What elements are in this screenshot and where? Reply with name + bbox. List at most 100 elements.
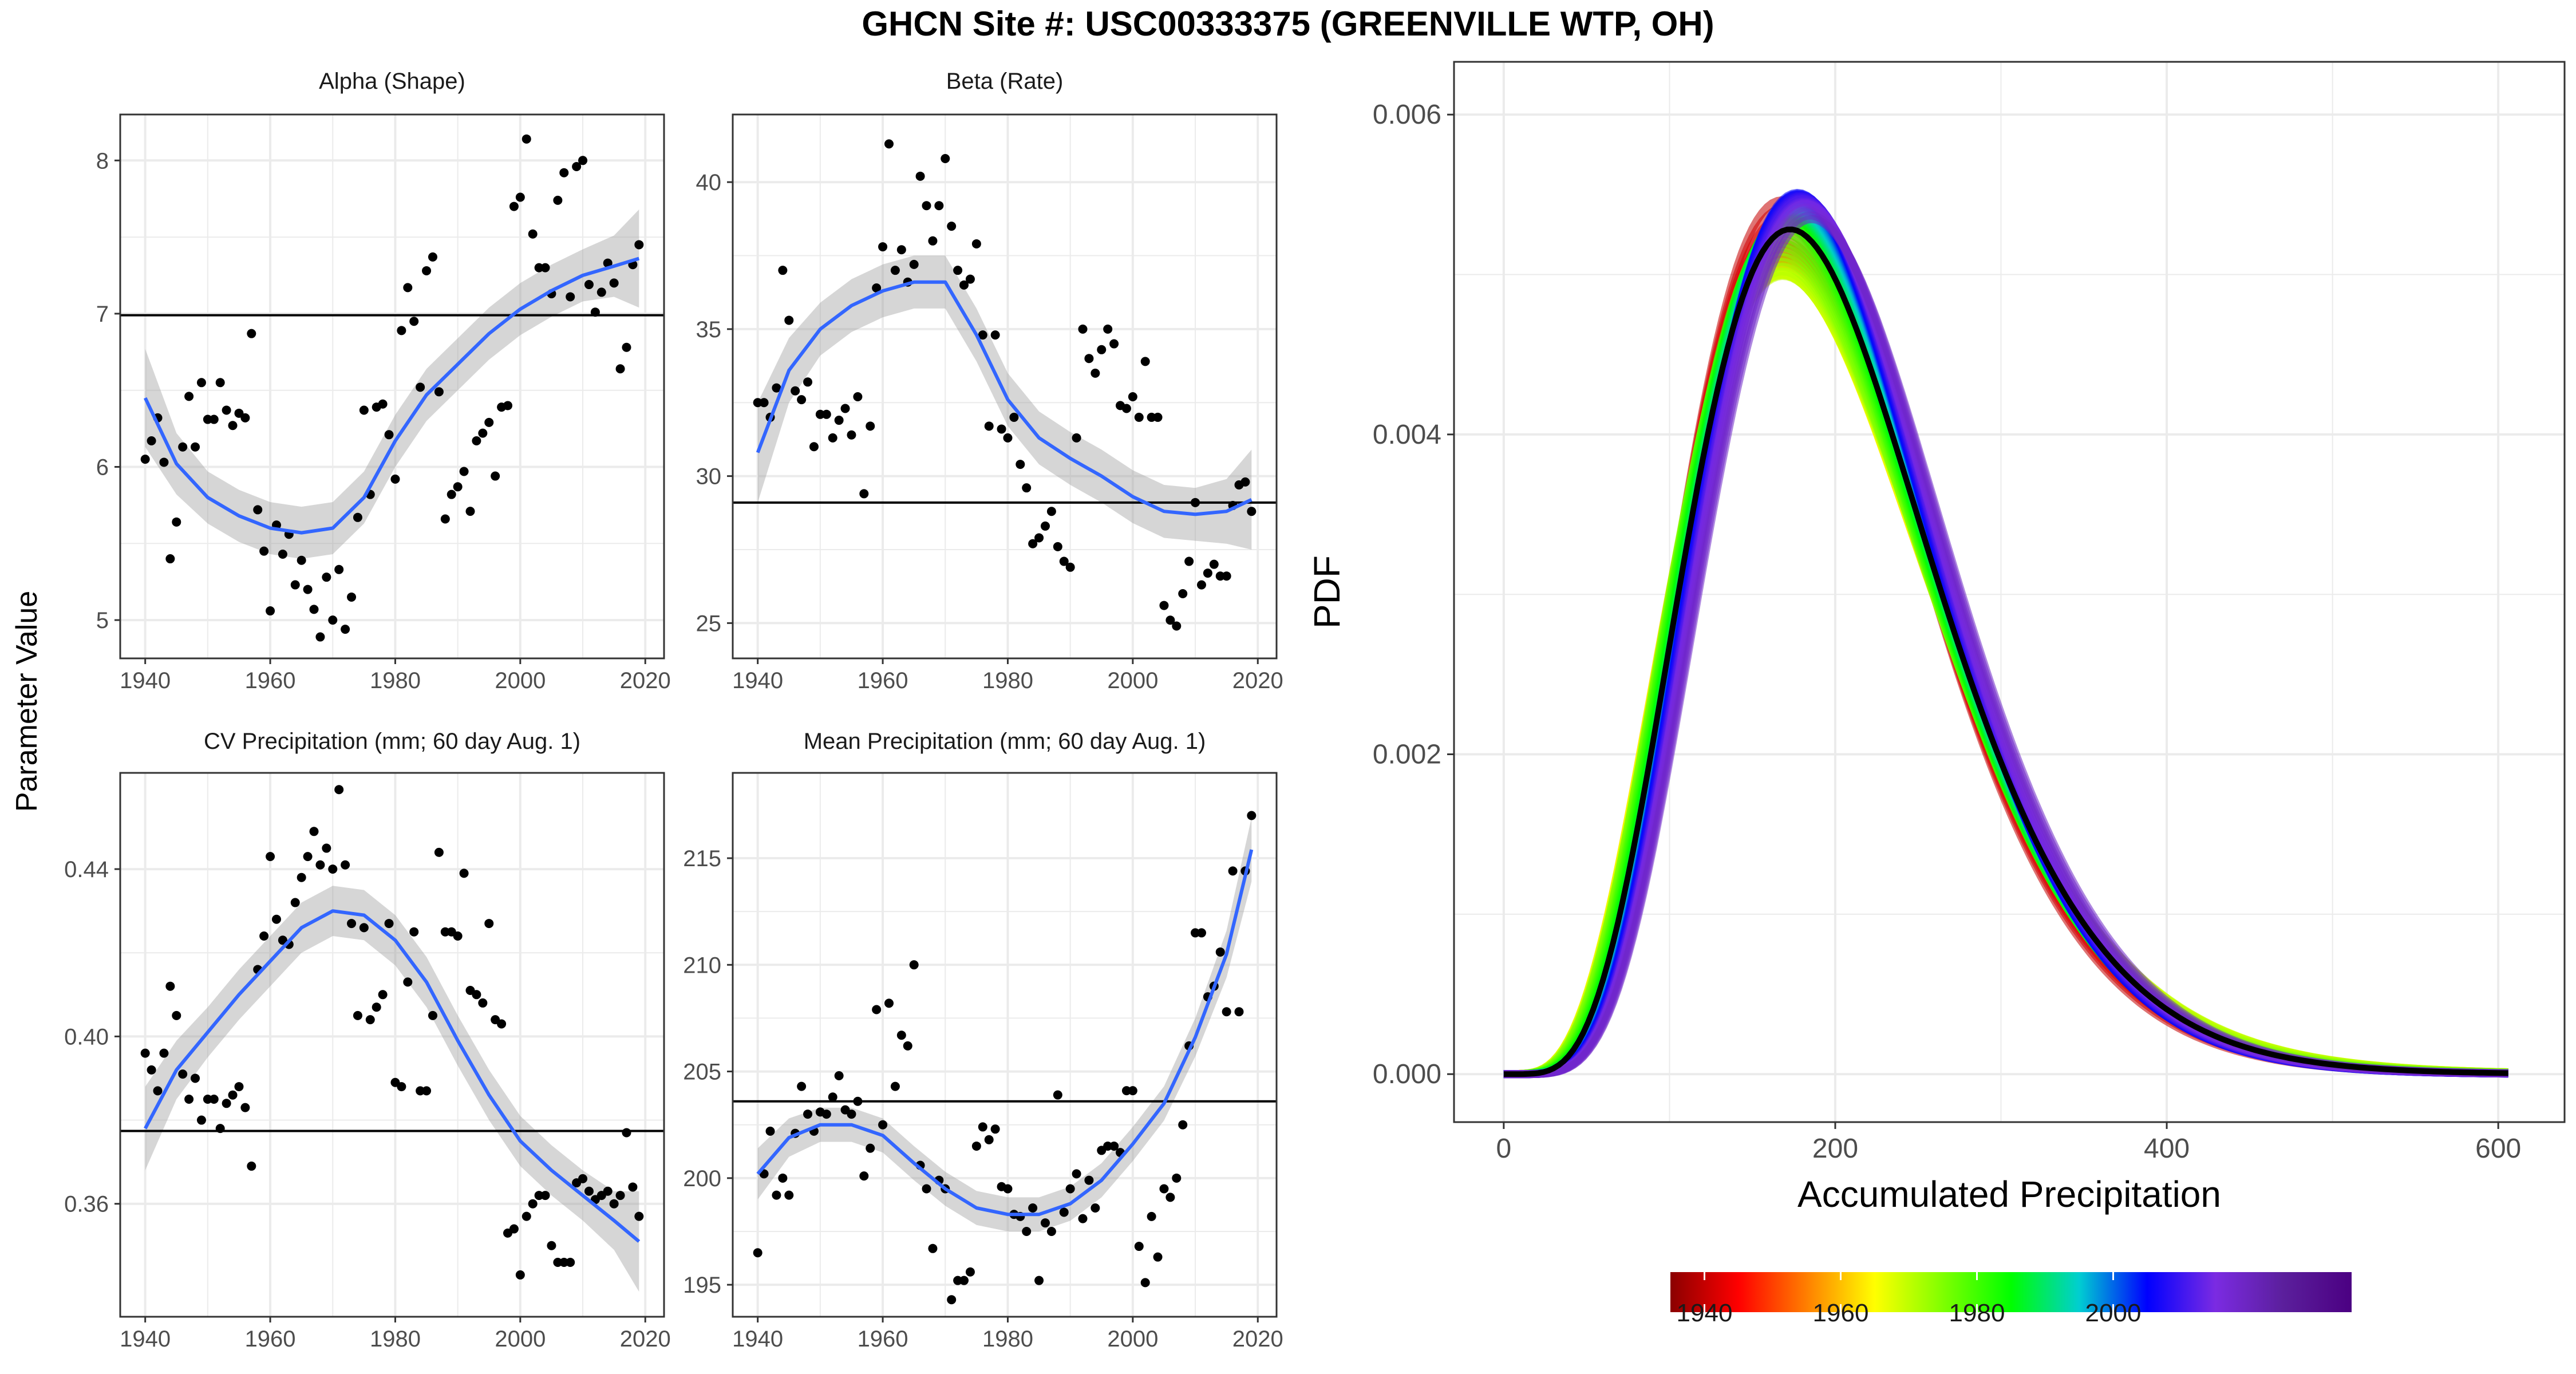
- data-point: [309, 605, 319, 614]
- data-point: [634, 240, 644, 250]
- data-point: [384, 430, 394, 440]
- figure-title: GHCN Site #: USC00333375 (GREENVILLE WTP…: [862, 5, 1714, 43]
- data-point: [384, 919, 394, 929]
- panel-border: [119, 113, 665, 660]
- x-tick-label: 1980: [982, 668, 1033, 693]
- data-point: [803, 377, 813, 387]
- data-point: [209, 414, 219, 424]
- panel-background: [120, 114, 664, 658]
- data-point: [1078, 324, 1088, 334]
- data-point: [909, 259, 919, 269]
- data-point: [866, 1143, 875, 1153]
- smooth-line: [143, 256, 640, 535]
- data-point: [834, 1071, 844, 1081]
- data-point: [566, 292, 575, 302]
- data-point: [566, 1258, 575, 1267]
- y-tick-label: 35: [696, 317, 722, 342]
- data-point: [1003, 433, 1013, 443]
- x-tick-label: 2000: [1107, 1326, 1158, 1352]
- data-point: [759, 398, 769, 408]
- data-point: [1165, 1193, 1175, 1202]
- data-point: [1109, 339, 1119, 349]
- data-point: [147, 1065, 156, 1075]
- data-point: [266, 606, 275, 616]
- mean-pdf-curve: [1503, 226, 2508, 1077]
- data-point: [153, 1086, 163, 1096]
- data-point: [634, 1211, 644, 1221]
- data-point: [1153, 1252, 1163, 1262]
- data-point: [1215, 947, 1225, 957]
- data-point: [847, 430, 856, 440]
- data-point: [1134, 412, 1144, 422]
- x-tick-label: 1960: [858, 1326, 908, 1352]
- data-point: [928, 236, 938, 246]
- data-point: [853, 392, 863, 401]
- data-point: [228, 1090, 238, 1100]
- data-point: [478, 428, 488, 438]
- data-point: [884, 139, 894, 149]
- data-point: [928, 1243, 938, 1253]
- y-tick-label: 0.40: [64, 1024, 109, 1049]
- data-point: [303, 585, 313, 594]
- data-point: [1178, 1120, 1188, 1130]
- data-point: [278, 550, 287, 559]
- data-point: [1016, 460, 1025, 469]
- pdf-x-axis-title: Accumulated Precipitation: [1797, 1174, 2221, 1215]
- data-point: [853, 1096, 863, 1106]
- data-point: [809, 442, 819, 452]
- data-point: [803, 1110, 813, 1119]
- data-point: [540, 263, 550, 273]
- colorbar: [1670, 1272, 2352, 1312]
- data-point: [1072, 433, 1081, 443]
- y-tick-label: 0.36: [64, 1192, 109, 1217]
- data-point: [290, 898, 300, 907]
- data-point: [947, 1295, 957, 1305]
- panel-title: Beta (Rate): [946, 69, 1064, 94]
- data-point: [941, 154, 950, 164]
- data-point: [409, 927, 419, 937]
- data-point: [1209, 559, 1219, 569]
- data-point: [428, 252, 437, 262]
- smooth-line: [756, 849, 1254, 1217]
- x-tick-label: 2020: [620, 1326, 671, 1352]
- data-point: [1097, 345, 1107, 354]
- colorbar-label: 1980: [1949, 1299, 2005, 1327]
- data-point: [253, 505, 263, 515]
- data-point: [222, 405, 231, 415]
- data-point: [884, 998, 894, 1008]
- data-point: [315, 632, 325, 642]
- data-point: [878, 1120, 888, 1130]
- panels: Alpha (Shape) 1940 1960 1980 2000 2020 5 6 7 8 Bet…: [64, 69, 1283, 1352]
- data-point: [140, 455, 150, 464]
- confidence-ribbon: [145, 209, 639, 559]
- data-point: [297, 555, 306, 565]
- data-point: [503, 401, 513, 410]
- data-point: [191, 1073, 200, 1083]
- data-point: [628, 1182, 638, 1192]
- data-point: [184, 392, 194, 401]
- data-point: [191, 442, 200, 452]
- x-tick-label: 1960: [858, 668, 908, 693]
- data-point: [334, 785, 344, 795]
- y-tick-label: 215: [683, 846, 721, 871]
- data-point: [896, 1030, 906, 1040]
- data-point: [934, 201, 944, 211]
- data-point: [603, 1186, 613, 1196]
- data-point: [196, 1115, 206, 1125]
- data-point: [172, 1010, 181, 1020]
- data-point: [578, 1174, 588, 1183]
- data-point: [1072, 1169, 1081, 1179]
- data-point: [615, 1191, 625, 1201]
- data-point: [1028, 1203, 1038, 1213]
- data-point: [491, 471, 500, 481]
- data-point: [1028, 539, 1038, 548]
- data-point: [1091, 1203, 1100, 1213]
- facet-panel-1: Alpha (Shape) 1940 1960 1980 2000 2020 5 6 7 8: [96, 69, 671, 693]
- data-point: [1172, 1173, 1182, 1183]
- data-point: [359, 923, 369, 933]
- data-point: [559, 168, 569, 177]
- data-point: [765, 1126, 775, 1136]
- data-point: [1022, 483, 1032, 493]
- data-point: [1153, 412, 1163, 422]
